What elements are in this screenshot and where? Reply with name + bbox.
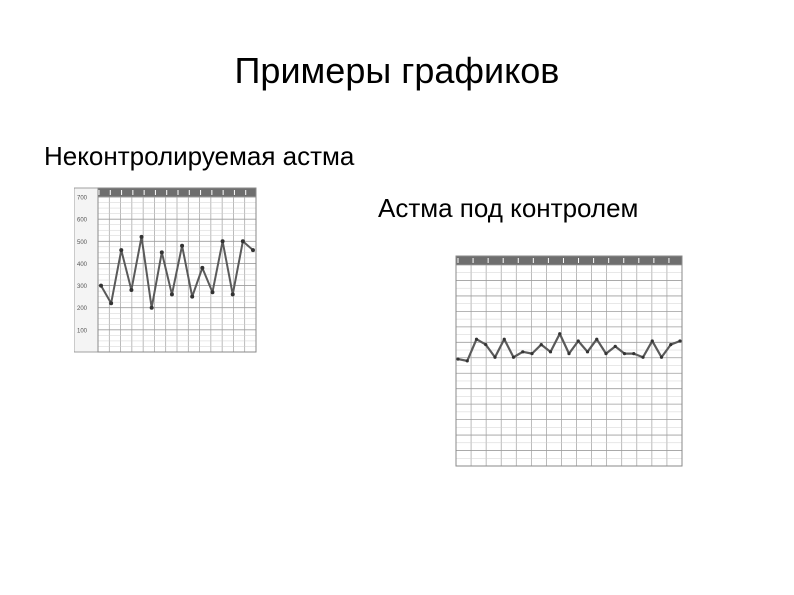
data-point [210,290,215,295]
header-band [98,188,256,197]
data-point [548,350,553,354]
data-point [465,359,469,363]
data-point [169,292,174,297]
data-point [129,288,134,292]
y-tick-label: 600 [77,218,88,224]
data-point [613,344,617,349]
data-point [251,248,255,253]
data-point [659,355,664,359]
data-point [595,337,599,341]
plot-frame [455,255,683,467]
data-point [456,357,460,361]
y-tick-label: 400 [77,262,88,268]
series-line [457,332,681,362]
data-point [109,301,114,306]
data-point [159,250,164,255]
data-point [585,350,590,354]
y-tick-label: 700 [77,196,88,202]
data-point [669,342,673,347]
data-point [576,339,580,343]
y-tick-label: 300 [77,284,88,290]
data-point [632,352,636,356]
data-point [530,352,534,356]
slide-title: Примеры графиков [234,50,560,91]
data-point [641,355,645,359]
data-point [200,265,205,270]
data-point [190,294,195,299]
data-point [180,243,185,248]
chart-controlled-asthma [455,255,683,467]
data-point [567,352,571,356]
header-band [456,256,682,265]
data-point [99,283,103,288]
data-point [521,350,525,354]
data-point [650,339,654,343]
data-point [240,239,245,244]
label-uncontrolled-asthma: Неконтролируемая астма [44,141,355,171]
data-point [230,292,235,297]
data-point [502,337,506,341]
data-point [149,305,154,310]
data-point [511,355,516,359]
series-line [100,235,254,309]
data-point [484,342,488,347]
y-tick-label: 200 [77,306,88,312]
y-tick-label: 500 [77,240,88,246]
data-point [622,352,627,356]
data-point [119,248,124,253]
data-point [678,339,682,343]
plot-frame [97,187,257,353]
data-point [604,352,608,356]
label-controlled-asthma: Астма под контролем [378,193,639,223]
data-point [220,239,225,244]
data-point [539,342,543,347]
data-point [474,337,479,341]
chart-uncontrolled-asthma: 700 600 500 400 300 200 100 [74,187,257,353]
data-point [558,332,562,336]
y-tick-label: 100 [77,328,88,334]
data-point [139,234,144,239]
data-point [493,355,497,359]
